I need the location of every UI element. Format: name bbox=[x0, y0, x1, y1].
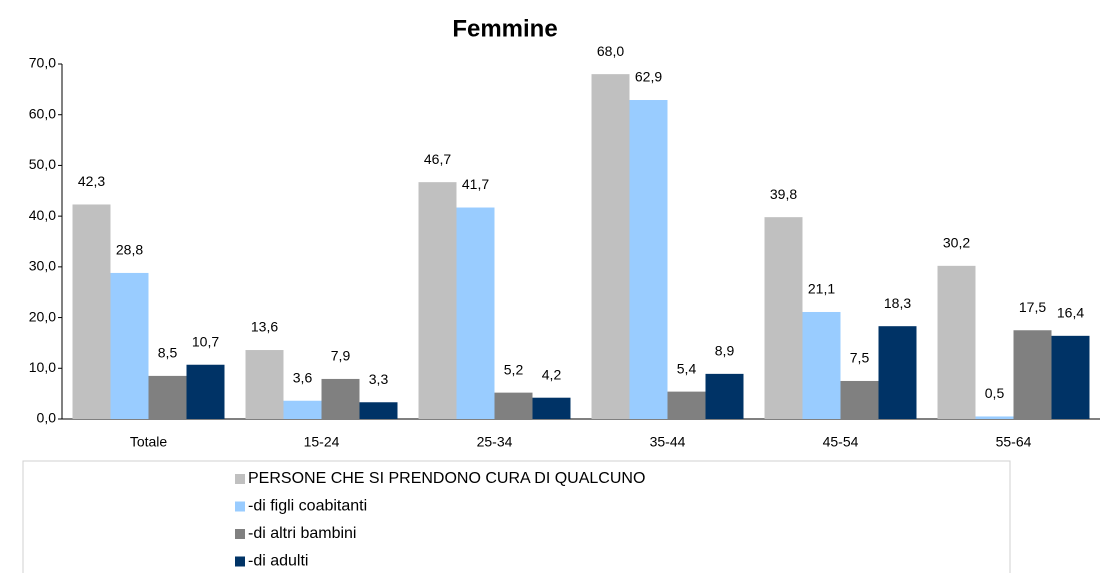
bar bbox=[321, 378, 360, 419]
y-tick-label: 10,0 bbox=[29, 359, 56, 375]
bar bbox=[359, 402, 398, 419]
bar bbox=[1051, 335, 1090, 419]
value-label: 18,3 bbox=[884, 295, 911, 311]
bar bbox=[764, 217, 803, 419]
bar bbox=[840, 380, 879, 419]
bar bbox=[456, 207, 495, 419]
value-label: 7,9 bbox=[331, 348, 351, 364]
value-label: 16,4 bbox=[1057, 305, 1084, 321]
bar bbox=[148, 375, 187, 419]
y-tick-label: 40,0 bbox=[29, 207, 56, 223]
bar bbox=[72, 204, 111, 419]
legend-label: -di adulti bbox=[248, 553, 308, 570]
x-tick-label: 35-44 bbox=[650, 434, 686, 450]
x-tick-label: Totale bbox=[130, 434, 168, 450]
value-label: 3,3 bbox=[369, 371, 389, 387]
value-label: 4,2 bbox=[542, 366, 562, 382]
bar bbox=[667, 391, 706, 419]
legend-swatch bbox=[235, 556, 245, 567]
value-label: 30,2 bbox=[943, 235, 970, 251]
value-label: 10,7 bbox=[192, 333, 219, 349]
bar bbox=[186, 364, 225, 419]
value-label: 41,7 bbox=[462, 176, 489, 192]
y-tick-label: 70,0 bbox=[29, 55, 56, 71]
value-label: 5,4 bbox=[677, 360, 697, 376]
value-label: 21,1 bbox=[808, 281, 835, 297]
bar bbox=[878, 326, 917, 419]
x-tick-label: 45-54 bbox=[823, 434, 859, 450]
bar bbox=[629, 100, 668, 419]
bar bbox=[591, 74, 630, 420]
bar bbox=[802, 311, 841, 419]
bar bbox=[975, 416, 1014, 419]
value-label: 13,6 bbox=[251, 319, 278, 335]
bar bbox=[418, 182, 457, 419]
legend-swatch bbox=[235, 529, 245, 539]
value-label: 8,9 bbox=[715, 343, 735, 359]
value-label: 8,5 bbox=[158, 345, 178, 361]
value-label: 42,3 bbox=[78, 173, 105, 189]
value-label: 68,0 bbox=[597, 43, 624, 59]
legend-swatch bbox=[235, 501, 245, 512]
value-label: 28,8 bbox=[116, 242, 143, 258]
x-tick-label: 15-24 bbox=[304, 434, 340, 450]
bar bbox=[937, 265, 976, 419]
chart-title: Femmine bbox=[452, 15, 557, 42]
bar bbox=[494, 392, 533, 419]
x-tick-label: 55-64 bbox=[996, 434, 1032, 450]
legend-label: -di altri bambini bbox=[248, 525, 356, 542]
bar bbox=[110, 272, 149, 419]
value-label: 39,8 bbox=[770, 186, 797, 202]
y-tick-label: 50,0 bbox=[29, 156, 56, 172]
legend-swatch bbox=[235, 474, 245, 484]
y-tick-label: 0,0 bbox=[37, 410, 57, 426]
legend-label: PERSONE CHE SI PRENDONO CURA DI QUALCUNO bbox=[248, 470, 645, 487]
y-tick-label: 30,0 bbox=[29, 258, 56, 274]
value-label: 0,5 bbox=[985, 385, 1005, 401]
bar bbox=[532, 397, 571, 419]
value-label: 62,9 bbox=[635, 69, 662, 85]
y-tick-label: 20,0 bbox=[29, 308, 56, 324]
value-label: 46,7 bbox=[424, 151, 451, 167]
bar bbox=[1013, 330, 1052, 419]
value-label: 7,5 bbox=[850, 350, 870, 366]
legend-box bbox=[22, 460, 1011, 573]
legend-label: -di figli coabitanti bbox=[248, 498, 367, 515]
x-tick-label: 25-34 bbox=[477, 434, 513, 450]
value-label: 3,6 bbox=[293, 369, 313, 385]
value-label: 17,5 bbox=[1019, 299, 1046, 315]
bar bbox=[283, 400, 322, 419]
value-label: 5,2 bbox=[504, 361, 524, 377]
bar bbox=[705, 373, 744, 419]
bar bbox=[245, 350, 284, 419]
y-tick-label: 60,0 bbox=[29, 105, 56, 121]
